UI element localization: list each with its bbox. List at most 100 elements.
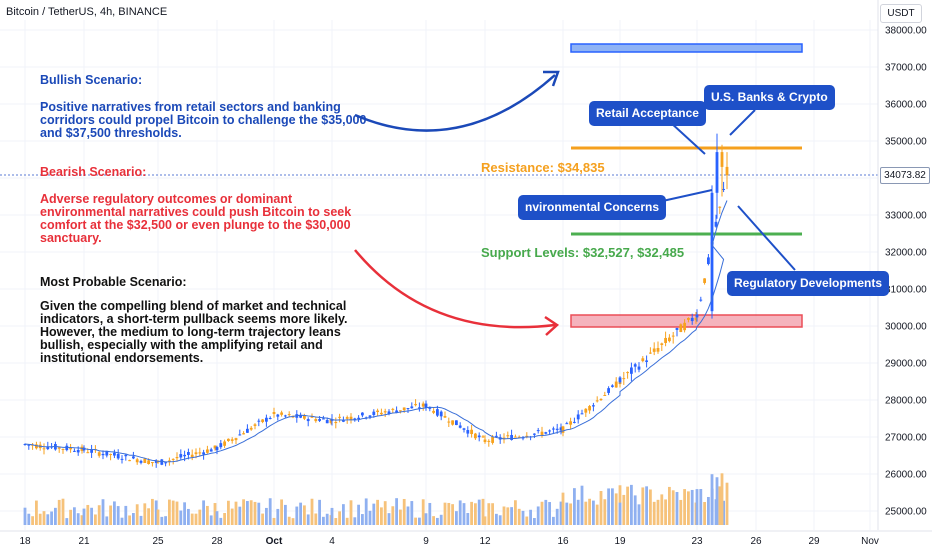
volume-bar — [132, 513, 135, 525]
volume-bar — [622, 494, 626, 525]
volume-bar — [506, 507, 510, 525]
volume-bar — [209, 515, 213, 525]
candle-body — [109, 454, 112, 456]
pointer-banks — [729, 109, 756, 136]
volume-bar — [514, 500, 517, 525]
volume-bar — [261, 513, 264, 525]
candle-body — [474, 433, 477, 439]
candle-body — [338, 416, 341, 418]
volume-bar — [57, 499, 61, 525]
volume-bar — [242, 499, 245, 525]
candle-body — [238, 434, 242, 436]
candle-body — [595, 400, 599, 402]
volume-bar — [325, 513, 329, 525]
candle-body — [603, 395, 607, 397]
candle-body — [588, 406, 591, 411]
candle-body — [690, 317, 694, 322]
candle-body — [372, 411, 376, 416]
volume-bar — [202, 500, 205, 525]
candle-body — [139, 460, 143, 463]
volume-bar — [656, 499, 660, 525]
volume-bar — [391, 506, 395, 525]
volume-bar — [234, 501, 238, 525]
volume-bar — [402, 498, 406, 525]
volume-bar — [65, 518, 69, 525]
volume-bar — [414, 517, 417, 525]
price-tick-label: 25000.00 — [885, 507, 927, 518]
volume-bar — [432, 516, 435, 525]
volume-bar — [334, 518, 338, 525]
callout-us-banks-crypto: U.S. Banks & Crypto — [704, 85, 835, 110]
volume-bar — [97, 505, 101, 525]
candle-body — [715, 152, 719, 193]
bearish-line-4: sanctuary. — [40, 231, 102, 245]
volume-bars — [23, 473, 729, 525]
candle-body — [380, 412, 383, 415]
candle-body — [626, 372, 629, 374]
volume-bar — [109, 505, 112, 525]
candle-body — [630, 367, 633, 374]
time-axis[interactable]: 18 21 25 28 Oct 4 9 12 16 19 23 26 29 Nov — [0, 530, 932, 547]
time-tick-label: 12 — [479, 536, 491, 547]
volume-bar — [357, 504, 360, 525]
candle-body — [253, 424, 257, 426]
volume-bar — [295, 506, 299, 525]
volume-bar — [652, 501, 656, 525]
volume-bar — [291, 518, 295, 525]
price-axis[interactable]: 25000.00 26000.00 27000.00 28000.00 29000.00… — [877, 0, 927, 530]
volume-bar — [61, 498, 65, 525]
candle-body — [342, 419, 345, 422]
candle-body — [219, 443, 223, 448]
volume-bar — [372, 503, 376, 525]
resistance-label: Resistance: $34,835 — [481, 160, 605, 175]
candle-body — [257, 420, 261, 422]
bullish-line-2: corridors could propel Bitcoin to challe… — [40, 113, 367, 127]
candle-body — [447, 421, 451, 423]
candle-body — [462, 428, 466, 430]
volume-bar — [565, 502, 569, 525]
candle-body — [61, 448, 65, 450]
candle-body — [707, 257, 710, 265]
volume-bar — [330, 507, 334, 525]
candle-body — [86, 452, 90, 454]
volume-bar — [525, 516, 529, 525]
candle-body — [175, 457, 179, 459]
candle-body — [487, 440, 491, 442]
candle-body — [376, 410, 379, 413]
candle-body — [198, 452, 202, 454]
chart-grid — [0, 20, 878, 530]
candle-body — [223, 441, 226, 446]
volume-bar — [276, 508, 280, 525]
volume-bar — [592, 500, 595, 525]
candle-body — [722, 188, 725, 190]
volume-bar — [573, 488, 576, 525]
probable-line-3: However, the medium to long-term traject… — [40, 325, 341, 339]
volume-bar — [498, 515, 502, 525]
volume-bar — [268, 498, 272, 525]
volume-bar — [139, 515, 143, 525]
volume-bar — [27, 513, 31, 525]
candle-body — [213, 445, 217, 449]
candle-body — [611, 385, 614, 387]
candle-body — [421, 403, 425, 407]
volume-bar — [76, 513, 80, 525]
volume-bar — [664, 499, 667, 525]
volume-bar — [695, 489, 699, 525]
probable-line-1: Given the compelling blend of market and… — [40, 299, 347, 313]
volume-bar — [718, 486, 722, 525]
volume-bar — [143, 503, 147, 525]
volume-bar — [529, 509, 532, 525]
candle-body — [428, 406, 432, 409]
volume-bar — [510, 507, 513, 525]
time-tick-label: 18 — [19, 536, 31, 547]
currency-selector[interactable]: USDT — [880, 4, 922, 23]
volume-bar — [637, 504, 641, 525]
candle-body — [160, 459, 164, 465]
candle-body — [303, 415, 306, 419]
candle-body — [120, 458, 124, 460]
bearish-arrow — [354, 249, 556, 329]
candle-body — [622, 378, 626, 380]
volume-bar — [544, 499, 548, 525]
candle-body — [46, 446, 50, 450]
